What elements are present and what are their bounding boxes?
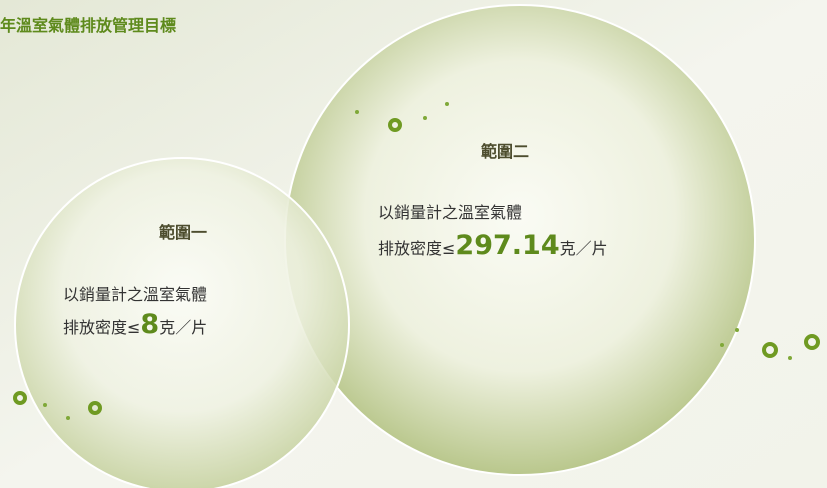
infographic: 年溫室氣體排放管理目標 範圍一 以銷量計之溫室氣體 排放密度≤8克／片 範圍二 … [0,0,827,488]
scope-value: 8 [140,309,159,340]
suffix: 克／片 [560,239,608,258]
prefix: 排放密度≤ [63,318,140,337]
scope-value: 297.14 [455,230,559,261]
scope-title: 範圍二 [480,142,529,161]
scope-line: 以銷量計之溫室氣體 [63,285,207,304]
scope-line: 以銷量計之溫室氣體 [378,203,522,222]
header-title: 年溫室氣體排放管理目標 [0,16,176,35]
suffix: 克／片 [159,318,207,337]
prefix: 排放密度≤ [378,239,455,258]
scope-title: 範圍一 [158,223,207,242]
